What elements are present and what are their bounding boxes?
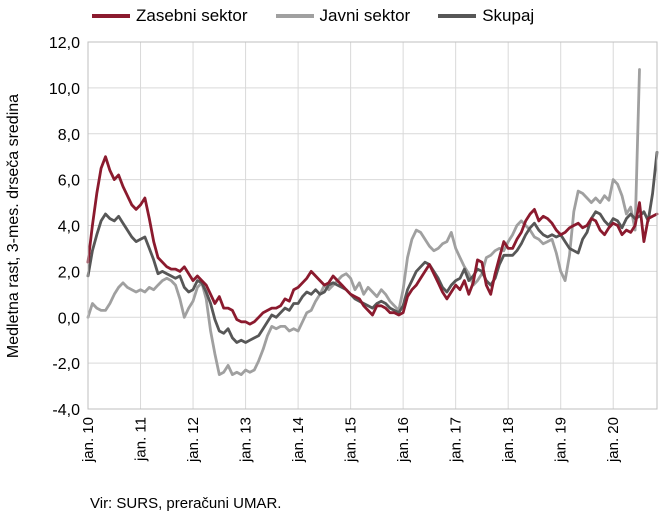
y-tick-label: 4,0 <box>58 219 80 236</box>
legend-label-zasebni: Zasebni sektor <box>136 6 248 25</box>
y-tick-label: 8,0 <box>58 127 80 144</box>
y-tick-label: 2,0 <box>58 264 80 281</box>
legend-swatch-zasebni <box>92 14 130 18</box>
series-line-zasebni <box>86 155 659 326</box>
x-tick-label: jan. 11 <box>133 417 150 462</box>
x-tick-label: jan. 10 <box>80 417 97 463</box>
plot-frame <box>87 41 658 410</box>
x-tick-label: jan. 17 <box>448 417 465 463</box>
x-tick-label: jan. 16 <box>395 417 412 463</box>
y-tick-labels: -4,0 -2,0 0,0 2,0 4,0 6,0 8,0 10,0 12,0 <box>49 35 80 419</box>
series-lines <box>86 68 659 377</box>
legend-item-skupaj: Skupaj <box>438 6 534 26</box>
legend-swatch-skupaj <box>438 14 477 18</box>
y-tick-label: -2,0 <box>52 356 80 373</box>
x-tick-label: jan. 18 <box>500 417 517 463</box>
legend-swatch-javni <box>275 14 314 18</box>
y-tick-label: 6,0 <box>58 173 80 190</box>
legend: Zasebni sektor Javni sektor Skupaj <box>92 6 534 26</box>
x-tick-label: jan. 20 <box>605 417 622 463</box>
x-tick-label: jan. 14 <box>290 417 307 463</box>
x-tick-label: jan. 19 <box>553 417 570 463</box>
series-line-javni <box>86 68 641 377</box>
x-tick-labels: jan. 10 jan. 11 jan. 12 jan. 13 jan. 14 jan. … <box>80 417 622 463</box>
x-tick-label: jan. 12 <box>185 417 202 463</box>
x-tick-label: jan. 15 <box>343 417 360 463</box>
legend-label-javni: Javni sektor <box>319 6 411 25</box>
legend-item-javni: Javni sektor <box>275 6 411 26</box>
x-tick-label: jan. 13 <box>238 417 255 463</box>
y-tick-label: 12,0 <box>49 35 80 52</box>
y-tick-label: -4,0 <box>52 402 80 419</box>
legend-label-skupaj: Skupaj <box>482 6 535 25</box>
source-note: Vir: SURS, preračuni UMAR. <box>90 495 282 512</box>
series-line-skupaj <box>86 150 659 344</box>
legend-item-zasebni: Zasebni sektor <box>92 6 248 26</box>
grid-lines <box>88 41 657 410</box>
y-tick-label: 0,0 <box>58 310 80 327</box>
y-tick-label: 10,0 <box>49 81 80 98</box>
